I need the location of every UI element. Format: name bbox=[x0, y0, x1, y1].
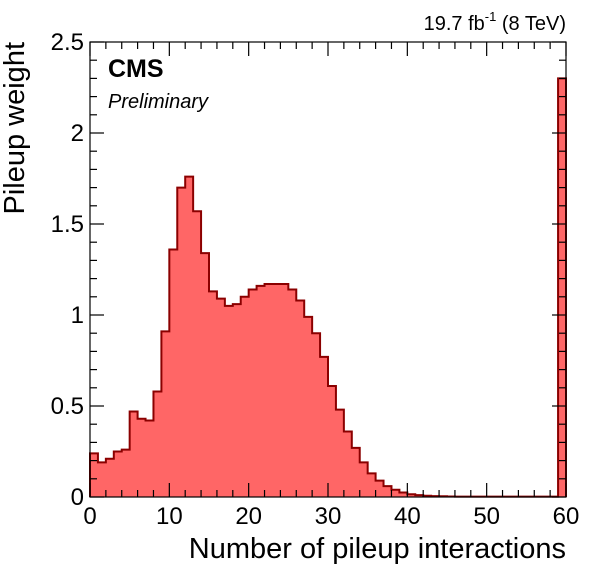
y-tick-label: 0.5 bbox=[51, 393, 84, 420]
x-tick-label: 60 bbox=[553, 503, 580, 530]
lumi-superscript: -1 bbox=[485, 9, 497, 24]
x-tick-label: 10 bbox=[156, 503, 183, 530]
histogram-bar bbox=[312, 333, 321, 497]
y-tick-label: 2 bbox=[71, 120, 84, 147]
histogram-bar bbox=[248, 289, 257, 497]
y-tick-label: 2.5 bbox=[51, 29, 84, 56]
histogram-bar bbox=[304, 316, 313, 497]
x-tick-label: 50 bbox=[473, 503, 500, 530]
x-tick-label: 0 bbox=[83, 503, 96, 530]
histogram-bar bbox=[145, 420, 154, 497]
histogram-bar bbox=[90, 453, 99, 497]
axis-tick-labels: 0 10 20 30 40 50 60 0 0.5 1 1.5 2 2.5 bbox=[51, 29, 580, 530]
histogram-bar bbox=[240, 296, 250, 497]
histogram-bar bbox=[558, 78, 567, 498]
histogram-bars bbox=[90, 78, 567, 498]
histogram-bar bbox=[137, 418, 146, 497]
histogram-bar bbox=[209, 291, 218, 497]
histogram-bar bbox=[272, 284, 281, 497]
histogram-bar bbox=[153, 391, 162, 497]
histogram-bar bbox=[113, 451, 123, 497]
histogram-bar bbox=[351, 447, 361, 497]
lumi-label: 19.7 fb-1 (8 TeV) bbox=[424, 9, 566, 35]
x-tick-label: 20 bbox=[235, 503, 262, 530]
histogram-bar bbox=[105, 458, 115, 497]
y-tick-label: 1.5 bbox=[51, 211, 84, 238]
histogram-bar bbox=[216, 298, 226, 497]
axis-ticks bbox=[89, 41, 567, 498]
histogram-bar bbox=[288, 289, 297, 497]
histogram-bar bbox=[280, 284, 289, 497]
histogram-bar bbox=[193, 211, 202, 497]
histogram-bar bbox=[256, 285, 265, 497]
lumi-value: 19.7 fb bbox=[424, 13, 485, 35]
histogram-bar bbox=[328, 385, 337, 497]
x-axis-title: Number of pileup interactions bbox=[189, 533, 566, 565]
histogram-bar bbox=[391, 489, 400, 497]
histogram-bar bbox=[97, 462, 107, 497]
histogram-bar bbox=[232, 304, 242, 497]
lumi-suffix: (8 TeV) bbox=[496, 13, 566, 35]
y-axis-title: Pileup weight bbox=[0, 42, 31, 215]
histogram-bar bbox=[335, 409, 345, 497]
histogram-bar bbox=[129, 411, 138, 497]
histogram-bar bbox=[224, 305, 234, 497]
y-tick-label: 1 bbox=[71, 302, 84, 329]
cms-label: CMS bbox=[108, 55, 164, 83]
histogram-bar bbox=[375, 480, 384, 497]
histogram-bar bbox=[296, 300, 305, 497]
histogram-bar bbox=[320, 356, 329, 497]
histogram-bar bbox=[343, 431, 353, 497]
histogram-bar bbox=[201, 253, 210, 497]
histogram-bar bbox=[161, 331, 170, 497]
histogram-bar bbox=[399, 492, 408, 497]
histogram-bar bbox=[383, 486, 392, 497]
histogram-bar bbox=[359, 462, 369, 497]
preliminary-label: Preliminary bbox=[108, 91, 209, 113]
histogram-bar bbox=[264, 284, 273, 497]
histogram-bar bbox=[177, 187, 186, 497]
histogram-bar bbox=[407, 494, 416, 497]
y-tick-label: 0 bbox=[71, 484, 84, 511]
x-tick-label: 40 bbox=[394, 503, 421, 530]
x-tick-label: 30 bbox=[315, 503, 342, 530]
histogram-bar bbox=[121, 449, 131, 497]
histogram-bar bbox=[367, 473, 376, 497]
histogram-bar bbox=[169, 249, 178, 497]
histogram-bar bbox=[185, 176, 194, 497]
